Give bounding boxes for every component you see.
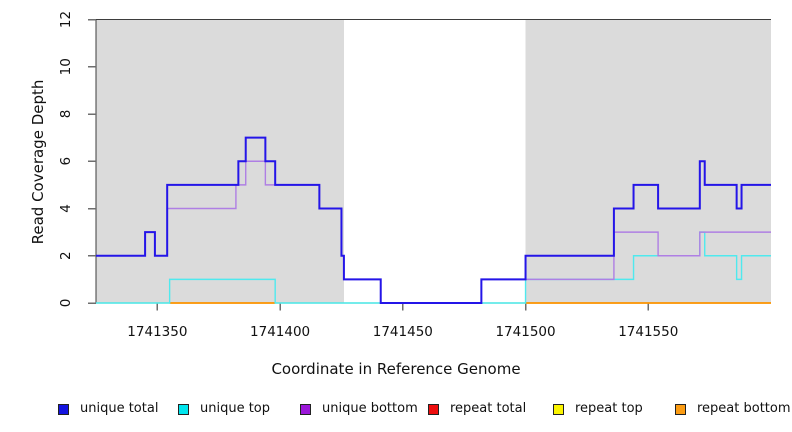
y-tick-label: 10 <box>58 58 74 75</box>
legend-label: repeat total <box>450 401 527 416</box>
x-tick-label: 1741500 <box>495 324 555 340</box>
y-tick-label: 2 <box>58 251 74 260</box>
shaded-repeat-region <box>525 19 771 303</box>
x-axis-label: Coordinate in Reference Genome <box>271 360 521 378</box>
legend-label: unique bottom <box>322 401 418 416</box>
legend-item-repeat-bottom: repeat bottom <box>675 400 791 418</box>
legend-item-repeat-top: repeat top <box>553 400 643 418</box>
unique-total-swatch-icon <box>58 403 69 415</box>
legend: unique total unique top unique bottom re… <box>0 400 792 420</box>
y-tick-label: 8 <box>58 110 74 119</box>
legend-label: repeat top <box>575 401 643 416</box>
x-tick-label: 1741450 <box>373 324 433 340</box>
shaded-repeat-region <box>96 19 344 303</box>
y-tick-label: 0 <box>58 299 74 308</box>
legend-item-unique-bottom: unique bottom <box>300 400 418 418</box>
legend-label: unique total <box>80 401 159 416</box>
repeat-total-swatch-icon <box>428 403 439 415</box>
repeat-top-swatch-icon <box>553 403 564 415</box>
legend-label: unique top <box>200 401 271 416</box>
legend-label: repeat bottom <box>697 401 791 416</box>
unique-top-swatch-icon <box>178 403 189 415</box>
y-tick-label: 6 <box>58 157 74 166</box>
repeat-bottom-swatch-icon <box>675 403 686 415</box>
legend-item-repeat-total: repeat total <box>428 400 526 418</box>
x-tick-label: 1741550 <box>618 324 678 340</box>
y-axis-label: Read Coverage Depth <box>29 79 47 245</box>
legend-item-unique-total: unique total <box>58 400 158 418</box>
legend-item-unique-top: unique top <box>178 400 270 418</box>
x-tick-label: 1741350 <box>127 324 187 340</box>
y-tick-label: 4 <box>58 204 74 213</box>
unique-bottom-swatch-icon <box>300 403 311 415</box>
x-tick-label: 1741400 <box>250 324 310 340</box>
y-tick-label: 12 <box>58 11 74 28</box>
series-unique-total <box>96 136 771 304</box>
